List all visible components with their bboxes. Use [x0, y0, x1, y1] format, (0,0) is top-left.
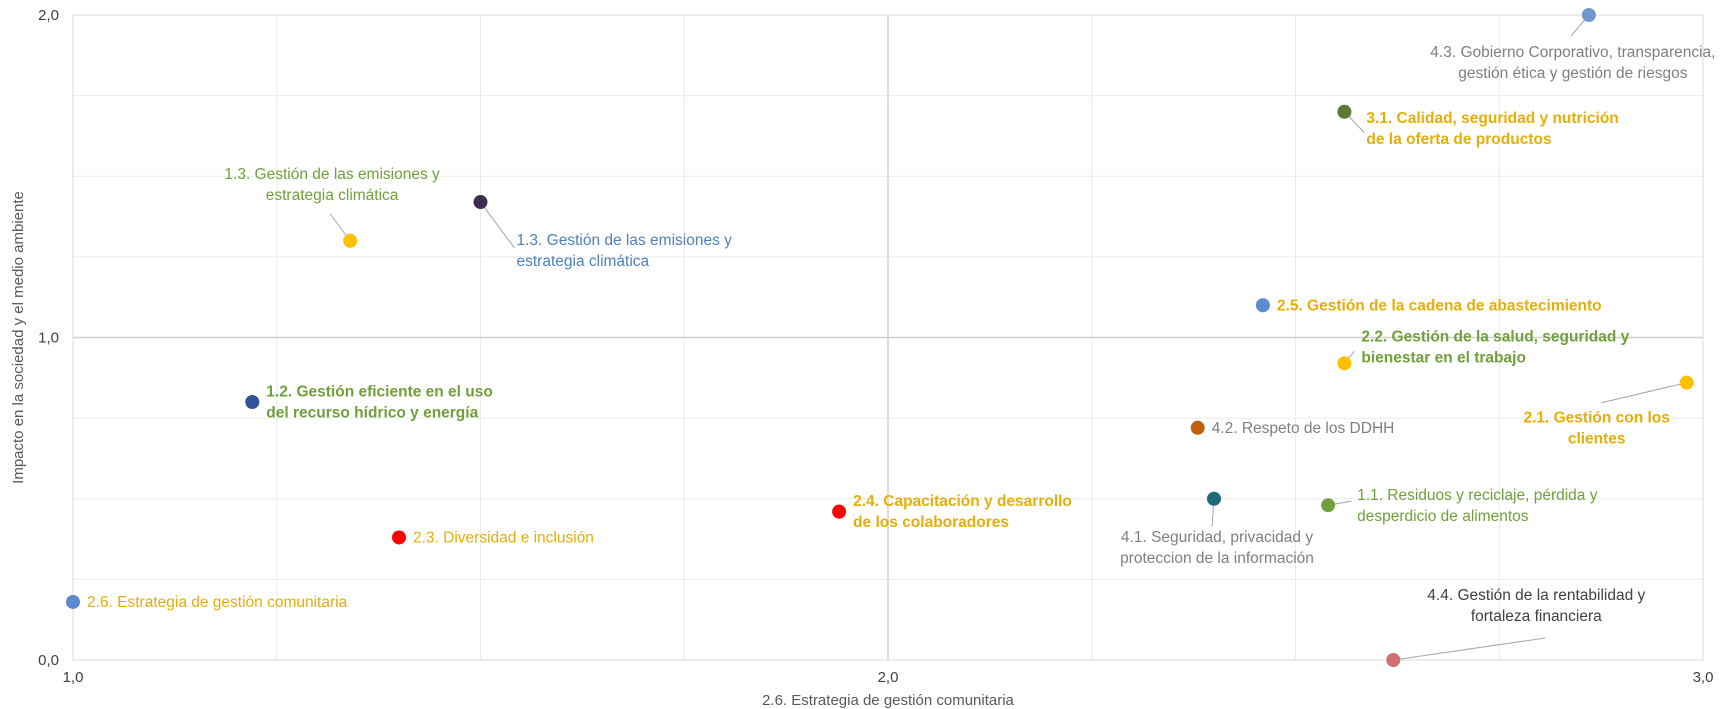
data-label: 1.1. Residuos y reciclaje, pérdida y desp…: [1357, 487, 1598, 525]
data-label: 4.3. Gobierno Corporativo, transparencia…: [1430, 44, 1715, 82]
data-point: [1386, 653, 1401, 667]
data-label-line: proteccion de la información: [1120, 550, 1314, 567]
data-point: [245, 395, 260, 409]
data-label-line: gestión ética y gestión de riesgos: [1458, 65, 1687, 82]
data-labels: 4.3. Gobierno Corporativo, transparencia…: [87, 44, 1715, 625]
data-label: 1.3. Gestión de las emisiones y estrategi…: [517, 232, 733, 270]
data-label-line: 2.1. Gestión con los: [1523, 410, 1669, 427]
y-tick-label: 2,0: [38, 7, 59, 24]
data-point: [1190, 420, 1205, 435]
data-label-line: 2.6. Estrategia de gestión comunitaria: [87, 594, 348, 611]
x-tick-label: 1,0: [63, 669, 84, 686]
leader-line: [480, 201, 515, 249]
data-label-line: del recurso hídrico y energía: [266, 405, 478, 422]
data-label-line: estrategia climática: [266, 187, 399, 204]
data-point: [66, 594, 80, 609]
data-label-line: 3.1. Calidad, seguridad y nutrición: [1366, 110, 1618, 127]
data-point: [1255, 298, 1270, 313]
data-label: 2.6. Estrategia de gestión comunitaria: [87, 594, 348, 611]
data-point: [1321, 498, 1336, 513]
data-point: [343, 233, 358, 248]
data-label-line: 2.4. Capacitación y desarrollo: [853, 493, 1072, 510]
axes: [72, 14, 1704, 661]
data-point: [1337, 356, 1352, 371]
data-point: [392, 530, 406, 545]
x-axis-title: 2.6. Estrategia de gestión comunitaria: [762, 692, 1014, 709]
data-label: 2.2. Gestión de la salud, seguridad y bie…: [1361, 328, 1629, 366]
data-label-line: desperdicio de alimentos: [1357, 508, 1529, 525]
data-label: 2.5. Gestión de la cadena de abastecimie…: [1277, 297, 1602, 314]
data-label-line: estrategia climática: [517, 253, 650, 270]
data-label: 1.2. Gestión eficiente en el uso del recu…: [266, 384, 493, 422]
plot-frame: [72, 14, 1704, 661]
x-tick-label: 3,0: [1693, 669, 1714, 686]
data-label: 1.3. Gestión de las emisiones y estrategi…: [224, 166, 440, 204]
quadrant-lines: [73, 15, 1703, 660]
data-point: [1207, 491, 1221, 506]
data-label: 4.2. Respeto de los DDHH: [1212, 420, 1395, 437]
data-label-line: 4.3. Gobierno Corporativo, transparencia…: [1430, 44, 1715, 61]
data-label-line: de la oferta de productos: [1366, 131, 1551, 148]
data-label: 2.3. Diversidad e inclusión: [413, 529, 594, 546]
x-tick-label: 2,0: [878, 669, 899, 686]
data-label: 4.4. Gestión de la rentabilidad y fortale…: [1427, 587, 1645, 625]
data-label: 3.1. Calidad, seguridad y nutrición de la…: [1366, 110, 1618, 148]
data-label: 4.1. Seguridad, privacidad y proteccion d…: [1120, 529, 1314, 567]
data-point: [1581, 8, 1596, 22]
data-label-line: 1.2. Gestión eficiente en el uso: [266, 384, 493, 401]
data-point: [1679, 375, 1694, 390]
data-label-line: clientes: [1568, 431, 1626, 448]
data-label-line: bienestar en el trabajo: [1361, 349, 1526, 366]
data-points: [66, 8, 1694, 667]
data-label-line: 1.3. Gestión de las emisiones y: [224, 166, 440, 183]
leader-line: [1601, 382, 1687, 404]
y-axis-title: Impacto en la sociedad y el medio ambien…: [10, 191, 27, 484]
data-point: [1337, 104, 1352, 119]
y-tick-label: 1,0: [38, 330, 59, 347]
data-label-line: 1.1. Residuos y reciclaje, pérdida y: [1357, 487, 1598, 504]
data-label-line: fortaleza financiera: [1471, 608, 1602, 625]
data-point: [473, 195, 488, 210]
data-label-line: 4.1. Seguridad, privacidad y: [1121, 529, 1313, 546]
y-tick-label: 0,0: [38, 652, 59, 669]
data-label-line: 4.4. Gestión de la rentabilidad y: [1427, 587, 1645, 604]
data-label-line: de los colaboradores: [853, 514, 1009, 531]
data-label-line: 2.2. Gestión de la salud, seguridad y: [1361, 328, 1629, 345]
data-label-line: 2.3. Diversidad e inclusión: [413, 529, 594, 546]
leader-line: [1393, 637, 1546, 661]
data-label: 2.1. Gestión con los clientes: [1523, 410, 1669, 448]
data-point: [832, 504, 847, 519]
data-label-line: 4.2. Respeto de los DDHH: [1212, 420, 1395, 437]
data-label: 2.4. Capacitación y desarrollo de los col…: [853, 493, 1072, 531]
tick-labels: 1,0 2,0 3,00,01,02,0: [38, 7, 1713, 686]
data-label-line: 2.5. Gestión de la cadena de abastecimie…: [1277, 297, 1602, 314]
data-label-line: 1.3. Gestión de las emisiones y: [517, 232, 733, 249]
